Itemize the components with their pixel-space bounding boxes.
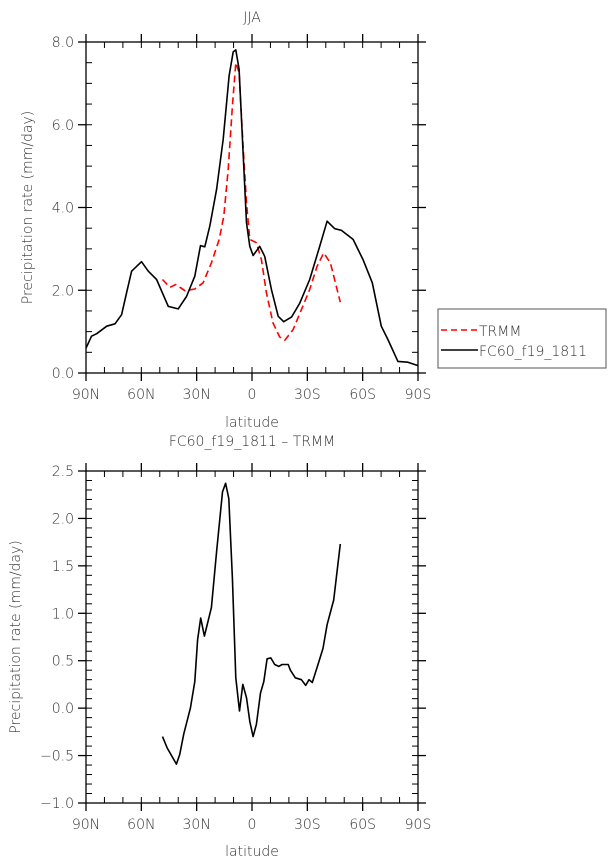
y-tick-label: −1.0 (40, 796, 74, 812)
legend-box (437, 308, 607, 369)
x-tick-label: 60N (127, 817, 155, 833)
plot-panel-2: 90N 60N 30N 0 30S 60S 90S −1.0 −0.5 0.0 0.5 1.0 1.5 2… (8, 434, 431, 860)
x-tick-label: 90N (72, 817, 100, 833)
series-line-fc60-f19-1811-trmm (161, 482, 342, 765)
x-axis-label: latitude (225, 844, 279, 860)
x-axis-label: latitude (225, 415, 279, 431)
y-tick-label: 1.5 (52, 559, 74, 575)
legend-label: TRMM (479, 324, 521, 340)
y-tick-label: 0.5 (52, 654, 74, 670)
chart-title: JJA (243, 10, 261, 26)
series-line-trmm (161, 61, 342, 342)
plot-frame (85, 470, 419, 804)
x-tick-label: 90S (405, 817, 432, 833)
y-axis-label: Precipitation rate (mm/day) (8, 540, 24, 734)
x-tick-label: 30N (183, 387, 211, 403)
x-tick-label: 30N (183, 817, 211, 833)
chart-title: FC60_f19_1811 – TRMM (169, 434, 335, 450)
x-tick-label: 60S (349, 817, 376, 833)
y-tick-label: 0.0 (52, 366, 74, 382)
plot-frame (85, 41, 419, 374)
x-tick-label: 0 (248, 817, 257, 833)
y-axis-label: Precipitation rate (mm/day) (20, 111, 36, 305)
y-tick-label: 2.0 (52, 283, 74, 299)
y-tick-label: 8.0 (52, 35, 74, 51)
legend-label: FC60_f19_1811 (479, 344, 587, 360)
y-tick-label: 2.5 (52, 464, 74, 480)
x-tick-label: 60S (349, 387, 376, 403)
y-tick-label: 4.0 (52, 201, 74, 217)
x-tick-label: 60N (127, 387, 155, 403)
x-tick-label: 30S (294, 387, 321, 403)
y-tick-label: 1.0 (52, 606, 74, 622)
x-tick-label: 90S (405, 387, 432, 403)
y-tick-label: 2.0 (52, 511, 74, 527)
x-tick-label: 90N (72, 387, 100, 403)
series-line-fc60-f19-1811 (85, 49, 419, 367)
x-tick-label: 30S (294, 817, 321, 833)
plot-panel-1: 90N 60N 30N 0 30S 60S 90S 0.0 2.0 4.0 6.0 8.0 JJA lat… (20, 10, 431, 431)
legend: TRMM FC60_f19_1811 (437, 308, 607, 369)
y-tick-label: −0.5 (40, 749, 74, 765)
y-tick-label: 6.0 (52, 118, 74, 134)
x-tick-label: 0 (248, 387, 257, 403)
y-tick-label: 0.0 (52, 701, 74, 717)
